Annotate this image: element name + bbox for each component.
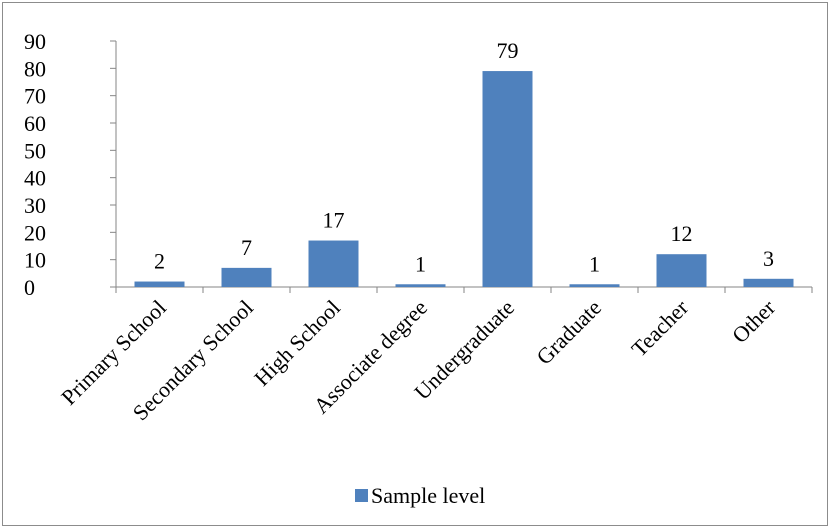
- bars: [134, 71, 794, 287]
- y-tick-label: 40: [24, 166, 46, 191]
- legend: Sample level: [355, 483, 485, 508]
- y-tick-label: 80: [24, 56, 46, 81]
- category-label: Teacher: [626, 294, 693, 361]
- y-tick-label: 0: [24, 275, 35, 300]
- bar: [395, 284, 446, 287]
- bar: [134, 281, 185, 287]
- legend-swatch-sample-level: [355, 489, 368, 502]
- y-tick-label: 50: [24, 138, 46, 163]
- category-label: Graduate: [531, 295, 606, 370]
- y-tick-label: 70: [24, 84, 46, 109]
- bar: [482, 71, 533, 287]
- category-label: High School: [249, 295, 345, 391]
- bar: [569, 284, 620, 287]
- data-label: 12: [671, 221, 693, 246]
- bar: [221, 267, 272, 287]
- data-label: 3: [763, 246, 774, 271]
- bar: [743, 278, 794, 287]
- data-label: 1: [415, 251, 426, 276]
- y-tick-label: 20: [24, 220, 46, 245]
- data-label: 17: [323, 208, 345, 233]
- legend-label-sample-level: Sample level: [371, 483, 485, 508]
- data-label: 79: [497, 38, 519, 63]
- y-tick-label: 60: [24, 111, 46, 136]
- y-tick-label: 10: [24, 248, 46, 273]
- data-label: 7: [241, 235, 252, 260]
- y-tick-label: 30: [24, 193, 46, 218]
- category-label: Other: [727, 294, 781, 348]
- x-axis: [115, 286, 813, 293]
- data-label: 2: [154, 249, 165, 274]
- data-label: 1: [589, 251, 600, 276]
- bar: [308, 240, 359, 287]
- y-tick-label: 90: [24, 29, 46, 54]
- bar: [656, 254, 707, 287]
- data-labels: 2 7 17 1 79 1 12 3: [154, 38, 774, 276]
